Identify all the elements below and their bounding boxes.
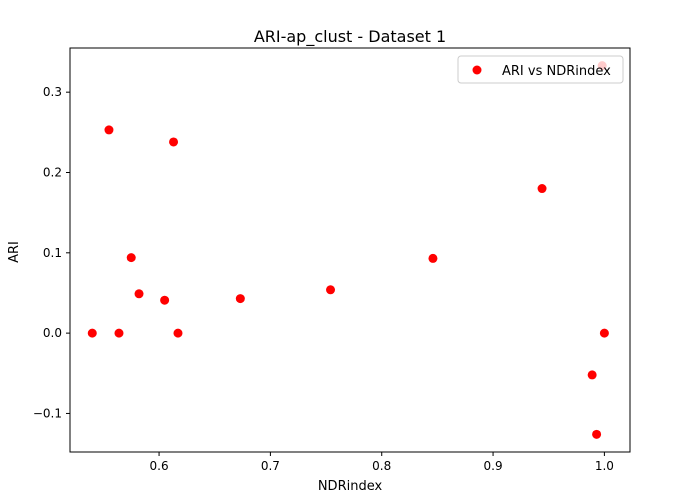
data-point: [134, 289, 144, 299]
x-tick-label: 0.9: [484, 459, 503, 473]
y-tick-label: 0.2: [43, 165, 62, 179]
x-tick-label: 0.8: [372, 459, 391, 473]
chart-title: ARI-ap_clust - Dataset 1: [254, 27, 446, 47]
legend-label: ARI vs NDRindex: [502, 64, 611, 79]
y-tick-label: −0.1: [33, 406, 62, 420]
y-axis-ticks: −0.1 0.0 0.1 0.2 0.3: [33, 85, 70, 420]
data-point: [537, 184, 547, 194]
data-point: [326, 285, 336, 295]
plot-area-frame: [69, 47, 631, 453]
y-tick-label: 0.3: [43, 85, 62, 99]
y-tick-label: 0.1: [43, 246, 62, 260]
data-point: [428, 253, 438, 263]
legend-marker: [472, 65, 482, 75]
legend-box: [457, 55, 624, 84]
data-point: [599, 328, 609, 338]
data-point: [126, 253, 136, 263]
x-axis-label: NDRindex: [318, 479, 383, 494]
data-point: [104, 125, 114, 135]
x-tick-label: 0.6: [150, 459, 169, 473]
data-point: [160, 295, 170, 305]
data-point: [169, 137, 179, 147]
data-point: [114, 328, 124, 338]
y-axis-label: ARI: [7, 241, 22, 263]
x-axis-ticks: 0.6 0.7 0.8 0.9 1.0: [150, 452, 614, 473]
data-point: [592, 429, 602, 439]
data-point: [587, 370, 597, 380]
data-point: [87, 328, 97, 338]
data-points: [87, 61, 609, 439]
y-tick-label: 0.0: [43, 326, 62, 340]
x-tick-label: 0.7: [261, 459, 280, 473]
legend: ARI vs NDRindex: [457, 55, 624, 84]
data-point: [235, 294, 245, 304]
data-point: [173, 328, 183, 338]
x-tick-label: 1.0: [595, 459, 614, 473]
